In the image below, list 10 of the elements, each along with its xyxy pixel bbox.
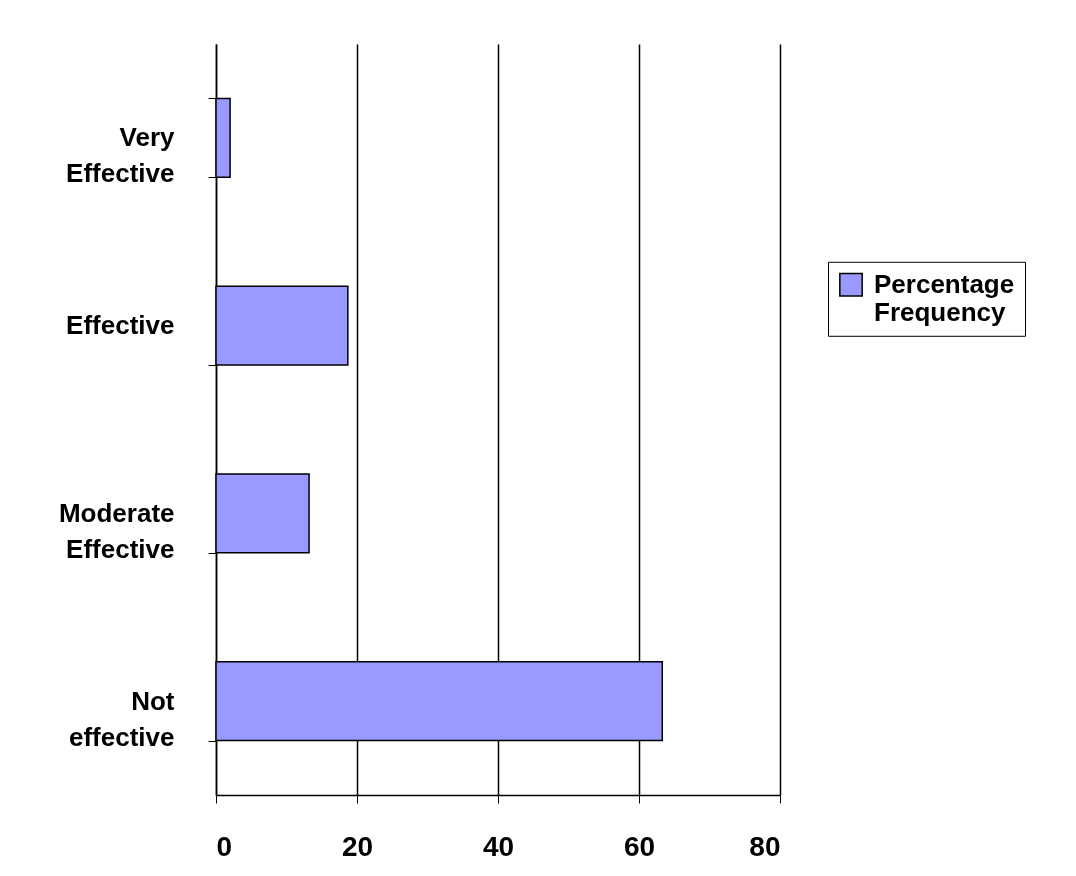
y-tick-label: Effective xyxy=(66,310,175,341)
x-tick-label: 80 xyxy=(749,830,781,862)
y-tick-label: Moderate Effective xyxy=(58,497,175,564)
y-tick-label: Not effective xyxy=(69,685,175,752)
y-tick-label: Very Effective xyxy=(66,122,176,189)
x-tick-label: 60 xyxy=(623,830,656,862)
legend-label: Percentage Frequency xyxy=(874,268,1015,327)
x-tick-label: 0 xyxy=(216,830,233,862)
x-tick-label: 20 xyxy=(341,830,374,862)
x-tick-label: 40 xyxy=(482,830,515,862)
